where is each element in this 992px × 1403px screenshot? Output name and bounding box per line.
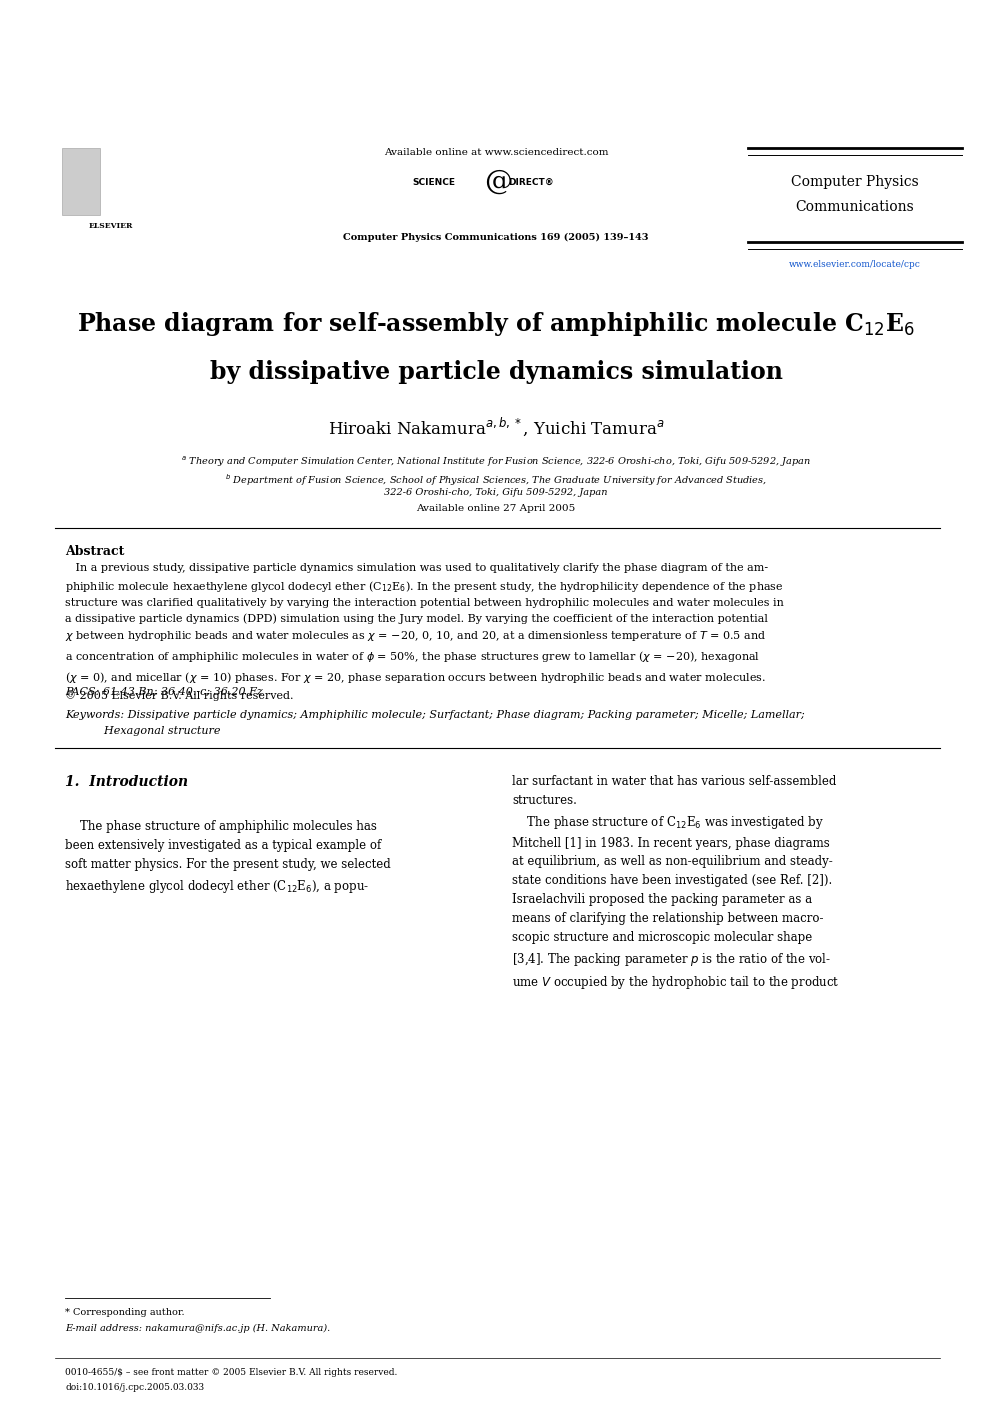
Text: * Corresponding author.: * Corresponding author. <box>65 1308 185 1317</box>
Text: lar surfactant in water that has various self-assembled
structures.
    The phas: lar surfactant in water that has various… <box>512 774 839 992</box>
Text: Hexagonal structure: Hexagonal structure <box>90 725 220 737</box>
Text: Phase diagram for self-assembly of amphiphilic molecule C$_{12}$E$_6$: Phase diagram for self-assembly of amphi… <box>77 310 915 338</box>
Text: doi:10.1016/j.cpc.2005.03.033: doi:10.1016/j.cpc.2005.03.033 <box>65 1383 204 1392</box>
Text: DIRECT®: DIRECT® <box>508 178 554 187</box>
Text: $^b$ Department of Fusion Science, School of Physical Sciences, The Graduate Uni: $^b$ Department of Fusion Science, Schoo… <box>225 471 767 488</box>
Text: PACS: 61.43.Bn; 36.40.-c; 36.20.Fz: PACS: 61.43.Bn; 36.40.-c; 36.20.Fz <box>65 687 263 697</box>
Text: Hiroaki Nakamura$^{a,b,*}$, Yuichi Tamura$^{a}$: Hiroaki Nakamura$^{a,b,*}$, Yuichi Tamur… <box>327 415 665 438</box>
Text: Computer Physics: Computer Physics <box>792 175 919 189</box>
Text: $^a$ Theory and Computer Simulation Center, National Institute for Fusion Scienc: $^a$ Theory and Computer Simulation Cent… <box>182 455 810 470</box>
Text: Communications: Communications <box>796 201 915 215</box>
Text: 322-6 Oroshi-cho, Toki, Gifu 509-5292, Japan: 322-6 Oroshi-cho, Toki, Gifu 509-5292, J… <box>384 488 608 497</box>
Text: ELSEVIER: ELSEVIER <box>89 222 133 230</box>
Text: SCIENCE: SCIENCE <box>412 178 455 187</box>
Text: 0010-4655/$ – see front matter © 2005 Elsevier B.V. All rights reserved.: 0010-4655/$ – see front matter © 2005 El… <box>65 1368 398 1376</box>
Text: In a previous study, dissipative particle dynamics simulation was used to qualit: In a previous study, dissipative particl… <box>65 563 784 702</box>
Text: www.elsevier.com/locate/cpc: www.elsevier.com/locate/cpc <box>789 260 921 269</box>
Text: by dissipative particle dynamics simulation: by dissipative particle dynamics simulat… <box>209 361 783 384</box>
Text: E-mail address: nakamura@nifs.ac.jp (H. Nakamura).: E-mail address: nakamura@nifs.ac.jp (H. … <box>65 1324 330 1333</box>
Text: The phase structure of amphiphilic molecules has
been extensively investigated a: The phase structure of amphiphilic molec… <box>65 819 391 895</box>
Bar <box>62 147 100 215</box>
Text: Keywords: Dissipative particle dynamics; Amphiphilic molecule; Surfactant; Phase: Keywords: Dissipative particle dynamics;… <box>65 710 805 720</box>
Text: 1.  Introduction: 1. Introduction <box>65 774 188 788</box>
Text: Available online 27 April 2005: Available online 27 April 2005 <box>417 504 575 513</box>
Text: Available online at www.sciencedirect.com: Available online at www.sciencedirect.co… <box>384 147 608 157</box>
Text: Abstract: Abstract <box>65 544 124 558</box>
Text: @: @ <box>484 168 512 195</box>
Text: Computer Physics Communications 169 (2005) 139–143: Computer Physics Communications 169 (200… <box>343 233 649 243</box>
